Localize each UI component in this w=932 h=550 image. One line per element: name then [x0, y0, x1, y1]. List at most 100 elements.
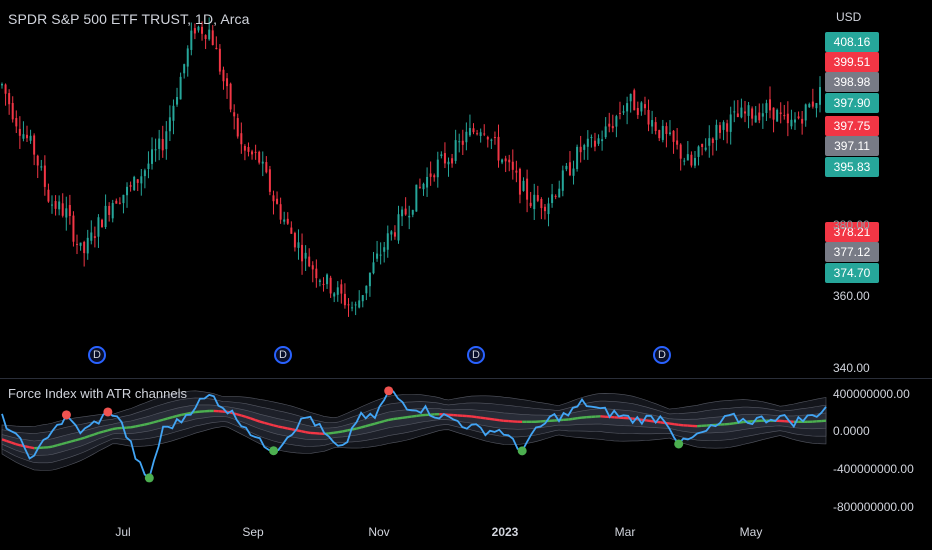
candle-body: [436, 159, 439, 178]
candle-body: [151, 149, 154, 164]
candle-body: [301, 244, 304, 262]
candle-body: [647, 109, 650, 125]
ema-segment: [287, 427, 293, 431]
candle-body: [76, 243, 79, 245]
candle-body: [22, 134, 25, 139]
candle-body: [147, 163, 150, 170]
ema-segment: [305, 430, 311, 435]
candle-body: [133, 176, 136, 191]
candle-body: [126, 186, 129, 196]
ema-segment: [245, 415, 251, 420]
candle-body: [497, 136, 500, 161]
candle-body: [797, 116, 800, 119]
candle-body: [236, 118, 239, 137]
candle-body: [254, 151, 257, 153]
candle-body: [386, 233, 389, 250]
ema-segment: [102, 429, 109, 433]
currency-label[interactable]: USD: [836, 10, 862, 24]
price-label-397-90: 397.90: [825, 93, 879, 113]
candle-body: [222, 69, 225, 82]
ema-segment: [485, 417, 491, 421]
ema-segment: [176, 413, 182, 418]
candle-body: [347, 304, 350, 306]
ema-segment: [167, 416, 173, 420]
time-axis-label: May: [739, 525, 763, 539]
candle-body: [804, 104, 807, 121]
candle-body: [751, 108, 754, 119]
price-label-374-70: 374.70: [825, 263, 879, 283]
candle-body: [422, 183, 425, 190]
candle-body: [715, 124, 718, 141]
oversold-dot: [674, 439, 684, 449]
candle-body: [315, 268, 318, 279]
ema-segment: [337, 430, 343, 434]
candle-body: [265, 162, 268, 173]
candle-body: [43, 165, 46, 187]
candle-body: [626, 103, 629, 112]
ema-segment: [646, 419, 652, 423]
ema-segment: [130, 425, 136, 429]
indicator-axis-tick: -400000000.00: [833, 462, 914, 476]
dividend-marker[interactable]: D: [653, 346, 671, 364]
ema-segment: [172, 414, 178, 419]
candle-body: [136, 179, 139, 183]
candle-body: [576, 146, 579, 170]
candle-body: [654, 122, 657, 131]
price-label-397-75: 397.75: [825, 116, 879, 136]
ema-segment: [93, 431, 100, 436]
pane-separator[interactable]: [0, 378, 932, 379]
ema-segment: [356, 426, 362, 430]
candle-body: [208, 29, 211, 40]
candle-body: [515, 170, 518, 173]
force-index-path: [1, 389, 827, 480]
candle-body: [368, 272, 371, 287]
dividend-marker[interactable]: D: [88, 346, 106, 364]
indicator-title[interactable]: Force Index with ATR channels: [8, 386, 187, 401]
candle-body: [483, 133, 486, 135]
candle-body: [140, 176, 143, 184]
candle-body: [704, 147, 707, 150]
time-axis-label: Sep: [242, 525, 264, 539]
candle-body: [665, 126, 668, 134]
ema-segment: [139, 423, 145, 427]
candle-body: [711, 138, 714, 143]
ema-segment: [56, 442, 63, 447]
candle-body: [443, 153, 446, 164]
dividend-marker[interactable]: D: [274, 346, 292, 364]
candle-body: [740, 107, 743, 118]
candle-body: [472, 128, 475, 133]
oversold-dot: [269, 446, 279, 456]
candle-body: [511, 161, 514, 170]
ema-segment: [471, 415, 477, 419]
candle-body: [401, 209, 404, 217]
candle-body: [618, 112, 621, 114]
candle-body: [118, 202, 121, 204]
symbol-title[interactable]: SPDR S&P 500 ETF TRUST, 1D, Arca: [8, 11, 250, 27]
overbought-dot: [103, 407, 113, 417]
candle-body: [426, 176, 429, 188]
ema-segment: [66, 440, 72, 444]
candle-body: [361, 295, 364, 302]
dividend-marker[interactable]: D: [467, 346, 485, 364]
ema-segment: [300, 430, 307, 434]
ema-segment: [52, 444, 58, 448]
candle-body: [629, 93, 632, 102]
candle-body: [819, 87, 821, 105]
candle-body: [579, 146, 582, 153]
signal-dots: [61, 386, 684, 483]
candle-body: [743, 111, 746, 114]
candle-body: [761, 113, 764, 117]
candle-body: [461, 140, 464, 145]
candle-body: [65, 208, 68, 218]
candle-body: [311, 265, 314, 270]
candle-body: [722, 122, 725, 130]
candle-body: [36, 155, 39, 166]
candle-body: [418, 186, 421, 188]
candle-body: [186, 48, 189, 67]
ema-segment: [241, 414, 247, 419]
ema-segment: [333, 430, 339, 434]
ema-segment: [135, 424, 141, 428]
candle-body: [508, 159, 511, 163]
candle-body: [290, 227, 293, 234]
